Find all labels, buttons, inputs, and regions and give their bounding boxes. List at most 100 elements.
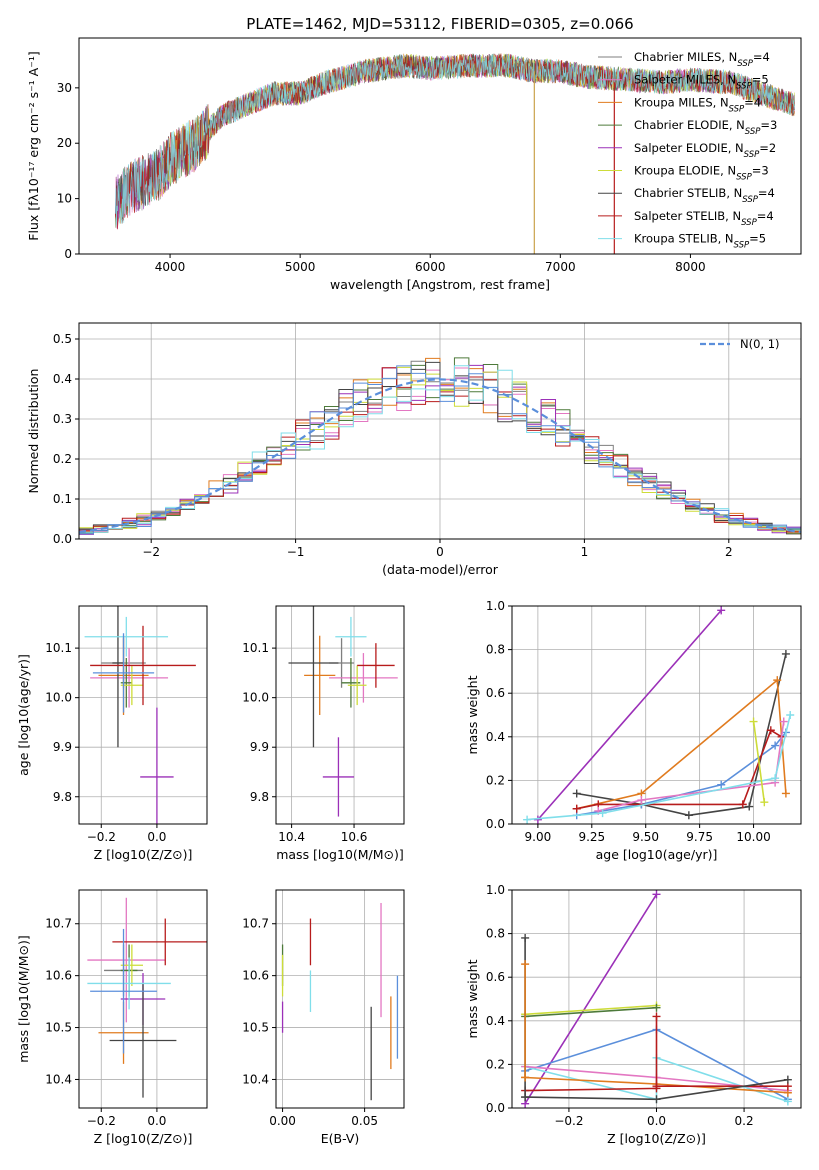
x-tick-label: 10.00 bbox=[736, 830, 770, 844]
legend-entry: Kroupa STELIB, NSSP=5 bbox=[634, 232, 766, 251]
y-tick-label: 10.5 bbox=[45, 1021, 72, 1035]
x-tick-label: 4000 bbox=[155, 260, 186, 274]
legend-entry: Salpeter STELIB, NSSP=4 bbox=[634, 209, 774, 228]
x-tick-label: 0.0 bbox=[147, 830, 166, 844]
x-tick-label: −0.2 bbox=[87, 830, 116, 844]
x-axis-label: Z [log10(Z/Z⊙)] bbox=[94, 847, 193, 862]
plot-area bbox=[521, 890, 792, 1108]
x-tick-label: 1 bbox=[581, 545, 589, 559]
mass-weight-marker bbox=[521, 933, 530, 942]
x-tick-label: 6000 bbox=[415, 260, 446, 274]
mass-weight-marker bbox=[684, 811, 693, 820]
x-tick-label: 2 bbox=[725, 545, 733, 559]
x-tick-label: 0.0 bbox=[147, 1114, 166, 1128]
y-tick-label: 1.0 bbox=[486, 599, 505, 613]
axes-frame bbox=[511, 889, 802, 1109]
x-tick-label: 9.00 bbox=[525, 830, 552, 844]
x-tick-label: −0.2 bbox=[87, 1114, 116, 1128]
x-axis-label: age [log10(age/yr)] bbox=[596, 847, 718, 862]
y-tick-label: 0.2 bbox=[486, 773, 505, 787]
y-axis-label: mass weight bbox=[465, 959, 480, 1038]
legend-entry: Chabrier ELODIE, NSSP=3 bbox=[634, 118, 777, 137]
y-tick-label: 0.3 bbox=[53, 412, 72, 426]
mass-weight-marker bbox=[783, 1075, 792, 1084]
legend-entry: Salpeter ELODIE, NSSP=2 bbox=[634, 141, 776, 160]
y-tick-label: 30 bbox=[57, 81, 72, 95]
x-tick-label: 0.05 bbox=[351, 1114, 378, 1128]
legend-entry: Salpeter MILES, NSSP=5 bbox=[634, 73, 769, 92]
y-tick-label: 9.8 bbox=[53, 790, 72, 804]
mass-weight-marker bbox=[771, 774, 780, 783]
x-tick-label: 0.2 bbox=[735, 1114, 754, 1128]
y-tick-label: 10.7 bbox=[45, 917, 72, 931]
mass-weight-marker bbox=[652, 1095, 661, 1104]
mass-weight-marker bbox=[773, 676, 782, 685]
y-tick-label: 0 bbox=[64, 247, 72, 261]
y-tick-label: 0.5 bbox=[53, 332, 72, 346]
axes-frame bbox=[275, 605, 405, 825]
y-axis-label: Normed distribution bbox=[26, 369, 41, 494]
mass-vs-metallicity-panel: −0.2 0.0 10.4 10.5 10.6 10.7 Z [log10(Z/Z⊙)] ma… bbox=[16, 889, 208, 1146]
y-tick-label: 10.7 bbox=[242, 917, 269, 931]
mass-weight-marker bbox=[523, 815, 532, 824]
axes-frame bbox=[511, 605, 802, 825]
y-tick-label: 10.5 bbox=[242, 1021, 269, 1035]
y-axis-label: mass [log10(M/M⊙)] bbox=[16, 935, 31, 1063]
mass-weight-line bbox=[527, 714, 791, 821]
spectrum-panel: 4000 5000 6000 7000 8000 0 10 20 30 wavelength [A… bbox=[26, 37, 802, 292]
plot-area bbox=[84, 606, 196, 824]
figure-title: PLATE=1462, MJD=53112, FIBERID=0305, z=0… bbox=[246, 15, 633, 33]
mass-weight-line bbox=[576, 678, 787, 810]
plot-area bbox=[281, 902, 399, 1101]
y-axis-label: mass weight bbox=[465, 675, 480, 754]
y-tick-label: 10.1 bbox=[45, 641, 72, 655]
mass-weight-marker bbox=[572, 804, 581, 813]
y-axis-label: Flux [fλ10⁻¹⁷ erg cm⁻² s⁻¹ A⁻¹] bbox=[26, 51, 41, 240]
mass-weight-marker bbox=[786, 711, 795, 719]
y-tick-label: 10.4 bbox=[242, 1072, 269, 1086]
mass-weight-marker bbox=[781, 789, 790, 798]
y-tick-label: 0.2 bbox=[53, 452, 72, 466]
plot-area bbox=[115, 53, 795, 254]
y-tick-label: 10.1 bbox=[242, 641, 269, 655]
x-tick-label: 5000 bbox=[285, 260, 316, 274]
y-tick-label: 0.0 bbox=[486, 817, 505, 831]
legend-entry: Chabrier STELIB, NSSP=4 bbox=[634, 186, 775, 205]
y-tick-label: 0.4 bbox=[486, 730, 505, 744]
x-axis-label: E(B-V) bbox=[321, 1131, 360, 1146]
mass-weight-line bbox=[576, 653, 787, 817]
mass-weight-marker bbox=[771, 741, 780, 750]
age-vs-metallicity-panel: −0.2 0.0 9.8 9.9 10.0 10.1 Z [log10(Z/Z⊙)] age … bbox=[16, 605, 208, 862]
mass-weight-marker bbox=[521, 960, 530, 969]
mass-weight-line bbox=[525, 1006, 657, 1018]
mass-weight-marker bbox=[766, 726, 775, 735]
axes-frame bbox=[78, 889, 208, 1109]
mass-weight-vs-age-panel: 9.00 9.25 9.50 9.75 10.00 0.0 0.2 0.4 0.6 0.8 1.0 a… bbox=[465, 599, 802, 862]
y-tick-label: 0.6 bbox=[486, 970, 505, 984]
mass-weight-marker bbox=[717, 606, 726, 615]
plot-area bbox=[79, 357, 801, 539]
plot-area bbox=[288, 606, 398, 817]
y-tick-label: 10.6 bbox=[45, 969, 72, 983]
y-tick-label: 0.6 bbox=[486, 686, 505, 700]
x-tick-label: 9.75 bbox=[686, 830, 713, 844]
residual-histogram bbox=[79, 365, 801, 539]
x-axis-label: Z [log10(Z/Z⊙)] bbox=[94, 1131, 193, 1146]
x-tick-label: 9.50 bbox=[632, 830, 659, 844]
y-tick-label: 0.4 bbox=[486, 1014, 505, 1028]
y-tick-label: 9.8 bbox=[250, 790, 269, 804]
x-tick-label: −0.2 bbox=[554, 1114, 583, 1128]
mass-weight-marker bbox=[738, 800, 747, 809]
mass-weight-marker bbox=[652, 890, 661, 899]
mass-weight-marker bbox=[572, 789, 581, 798]
y-tick-label: 0.4 bbox=[53, 372, 72, 386]
y-tick-label: 0.0 bbox=[53, 532, 72, 546]
x-tick-label: 0 bbox=[436, 545, 444, 559]
mass-weight-marker bbox=[652, 1082, 661, 1091]
mass-weight-line bbox=[752, 721, 766, 803]
y-tick-label: 1.0 bbox=[486, 883, 505, 897]
mass-weight-marker bbox=[749, 717, 758, 726]
y-axis-label: age [log10(age/yr)] bbox=[16, 654, 31, 776]
mass-weight-marker bbox=[717, 780, 726, 789]
